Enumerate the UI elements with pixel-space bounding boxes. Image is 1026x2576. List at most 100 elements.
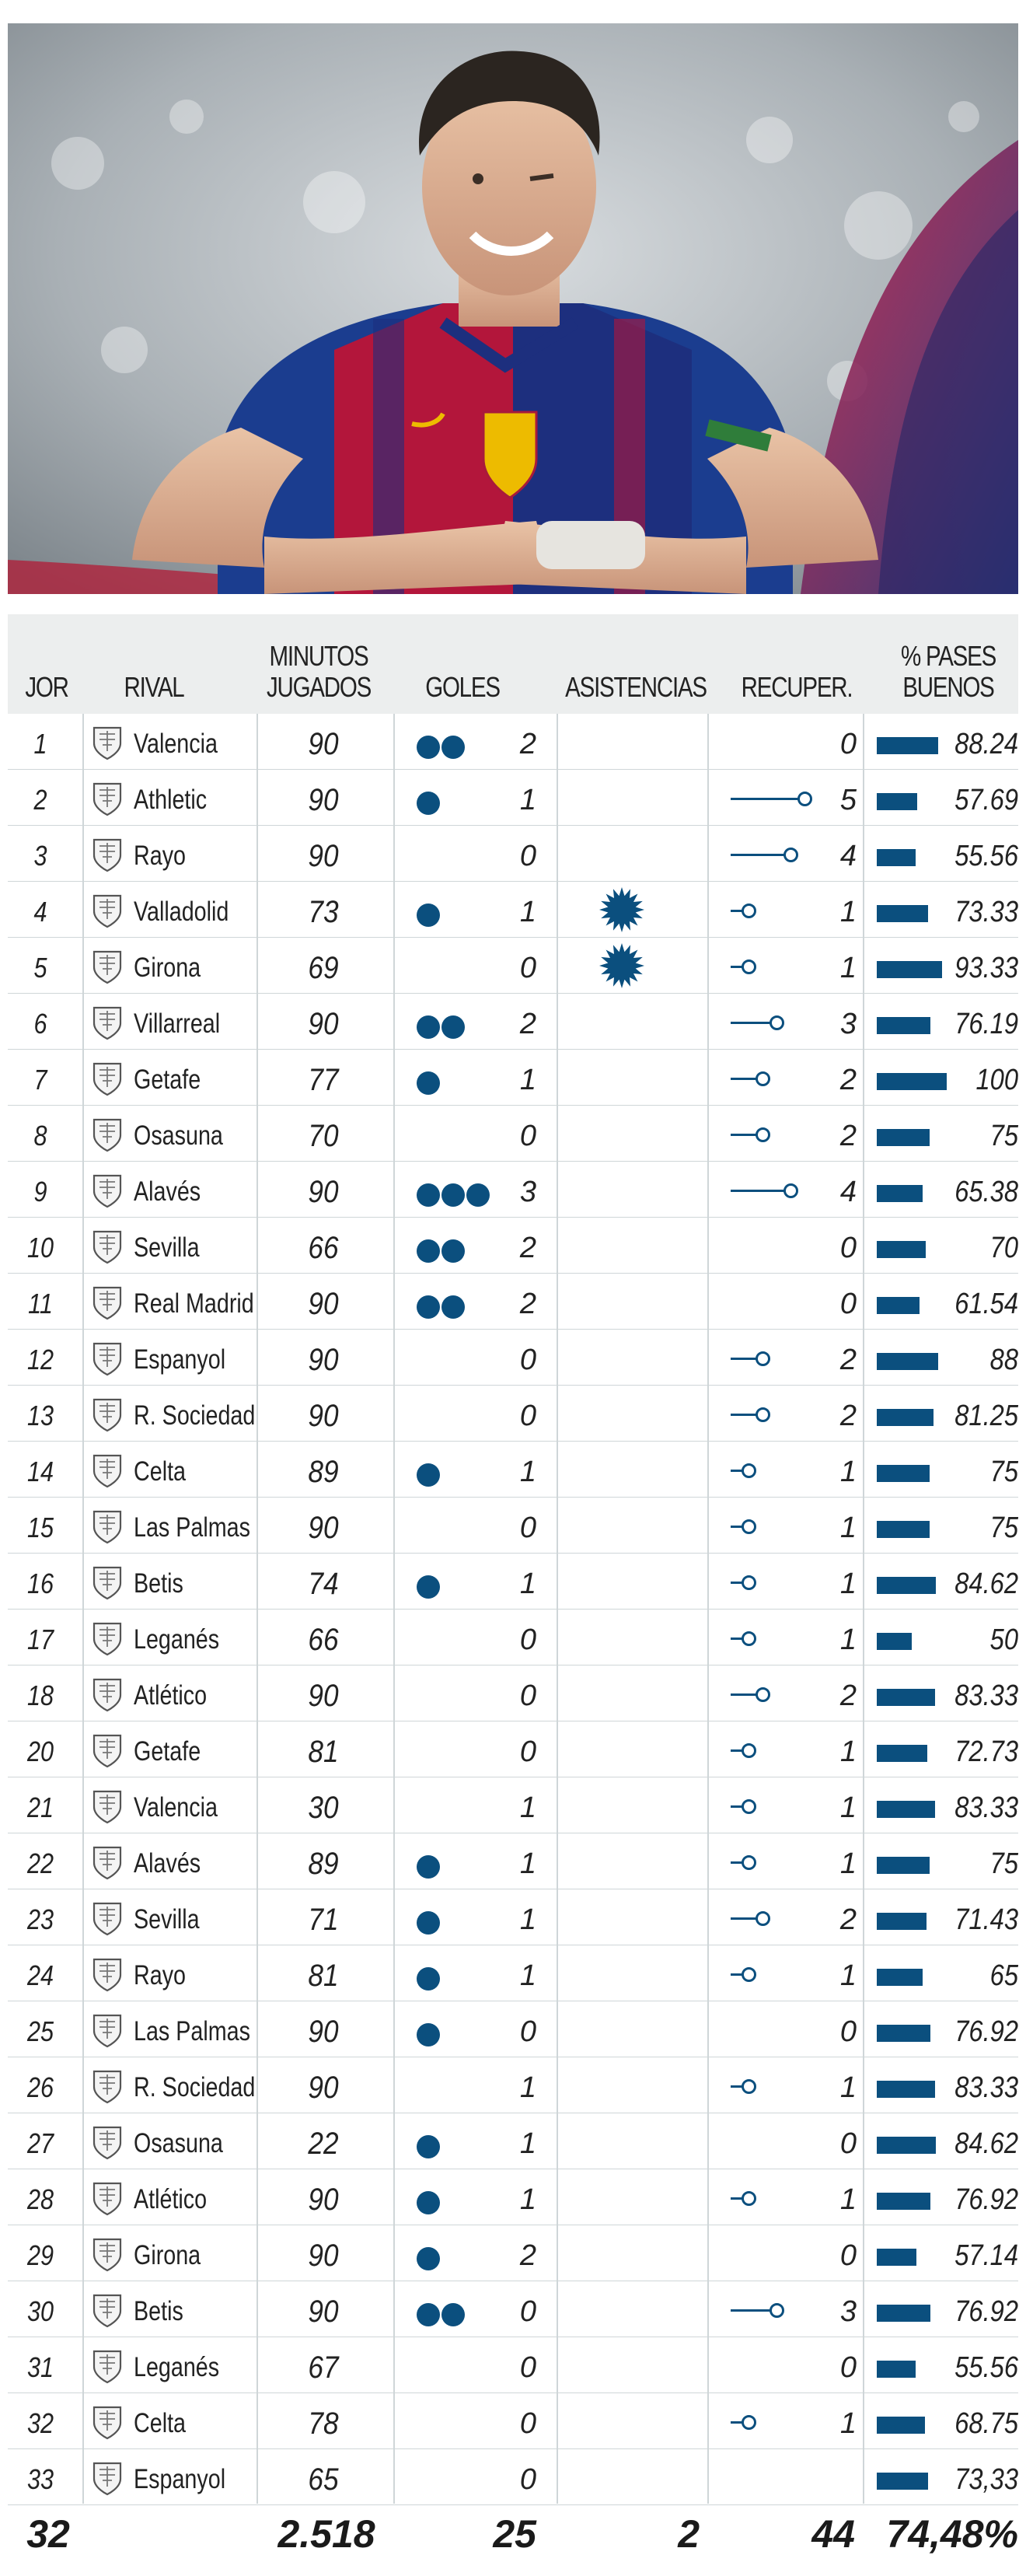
rival-name: Espanyol [134,1344,226,1375]
table-row: 10 Sevilla 66 2 0 70 [8,1218,1018,1274]
pass-accuracy-value: 83.33 [954,1791,1018,1824]
jornada-number: 4 [33,896,47,928]
goals-dots [417,1239,466,1264]
goals-count: 0 [519,1120,536,1152]
recoveries-bar-end [742,1855,756,1870]
recoveries-bar [731,910,745,912]
goals-count: 2 [519,1232,536,1264]
espanyol-crest-icon [92,2460,123,2496]
jornada-number: 2 [33,784,47,816]
atletico-crest-icon [92,1676,123,1712]
goal-dot [417,2191,440,2214]
recoveries-bar-end [756,1351,770,1366]
table-row: 8 Osasuna 70 0 2 75 [8,1106,1018,1162]
athletic-crest-icon [92,781,123,816]
recoveries-count: 1 [839,952,857,984]
minutes-played: 89 [308,1455,339,1489]
goals-dots [417,2303,466,2328]
valladolid-crest-icon [92,893,123,928]
recoveries-bar-end [742,1743,756,1758]
jornada-number: 26 [26,2071,54,2103]
header-minutos: MINUTOS JUGADOS [261,641,376,703]
rival-name: R. Sociedad [134,2072,256,2102]
rival-name: Espanyol [134,2464,226,2494]
pass-accuracy-value: 93.33 [954,952,1018,984]
recoveries-bar [731,1861,745,1864]
rival-name: Valencia [134,729,218,759]
jornada-number: 18 [26,1679,54,1711]
recoveries-count: 2 [839,1903,857,1936]
rival-name: Rayo [134,1960,187,1991]
pass-accuracy-value: 83.33 [954,1679,1018,1712]
pass-accuracy-value: 55.56 [954,840,1018,872]
goals-dots [417,2191,441,2216]
celta-crest-icon [92,1452,123,1488]
recoveries-count: 1 [839,1847,857,1880]
recoveries-bar [731,2421,745,2424]
jornada-number: 22 [26,1847,54,1879]
real-sociedad-crest-icon [92,2068,123,2104]
goals-count: 0 [519,1344,536,1376]
rival-name: Rayo [134,841,187,871]
rival-name: Las Palmas [134,2016,250,2046]
goals-count: 1 [519,1791,536,1824]
recoveries-bar [731,1414,759,1416]
table-row: 15 Las Palmas 90 0 1 75 [8,1498,1018,1554]
rival-name: Alavés [134,1176,201,1207]
header-goles: GOLES [425,671,501,703]
goals-dots [417,1967,441,1992]
table-row: 12 Espanyol 90 0 2 88 [8,1330,1018,1386]
recoveries-bar [731,2309,773,2312]
valencia-crest-icon [92,725,123,760]
total-asistencias: 2 [678,2512,700,2556]
totals-row: 32 2.518 25 2 44 74,48% [8,2504,1018,2564]
minutes-played: 90 [308,783,339,817]
rival-name: Getafe [134,1064,201,1095]
goal-dot [417,2135,440,2158]
jornada-number: 11 [28,1288,53,1319]
jornada-number: 17 [26,1624,54,1655]
goals-count: 0 [519,2295,536,2328]
recoveries-count: 2 [839,1064,857,1096]
pass-accuracy-bar [877,2193,930,2210]
alaves-crest-icon [92,1173,123,1208]
goals-count: 1 [519,2071,536,2104]
header-asistencias: ASISTENCIAS [565,671,707,703]
minutes-played: 73 [308,895,339,929]
pass-accuracy-value: 73.33 [954,896,1018,928]
pass-accuracy-bar [877,1353,938,1370]
recoveries-count: 1 [839,1959,857,1992]
jornada-number: 14 [26,1456,54,1487]
minutes-played: 30 [308,1791,339,1825]
header-jor: JOR [25,671,69,703]
minutes-played: 66 [308,1231,339,1265]
goal-dot [441,736,465,759]
recoveries-count: 0 [839,1288,857,1320]
sevilla-crest-icon [92,1229,123,1264]
sevilla-crest-icon [92,1900,123,1936]
pass-accuracy-bar [877,2305,930,2322]
rayo-crest-icon [92,837,123,872]
goals-count: 1 [519,1456,536,1488]
minutes-played: 71 [308,1903,339,1937]
table-row: 24 Rayo 81 1 1 65 [8,1945,1018,2001]
minutes-played: 90 [308,1287,339,1321]
jornada-number: 27 [26,2127,54,2159]
goal-dot [441,1295,465,1319]
jornada-number: 30 [26,2295,54,2327]
rival-name: Osasuna [134,1120,223,1151]
rival-name: Atlético [134,1680,208,1711]
celta-crest-icon [92,2404,123,2440]
goals-dots [417,736,466,760]
header-rival: RIVAL [124,671,185,703]
goals-count: 3 [519,1176,536,1208]
table-row: 9 Alavés 90 3 4 65.38 [8,1162,1018,1218]
table-row: 7 Getafe 77 1 2 100 [8,1050,1018,1106]
goal-dot [417,1575,440,1599]
minutes-played: 74 [308,1567,339,1601]
goals-count: 0 [519,1400,536,1432]
recoveries-count: 1 [839,1735,857,1768]
rival-name: Betis [134,2296,183,2326]
table-row: 28 Atlético 90 1 1 76.92 [8,2169,1018,2225]
jornada-number: 25 [26,2015,54,2047]
